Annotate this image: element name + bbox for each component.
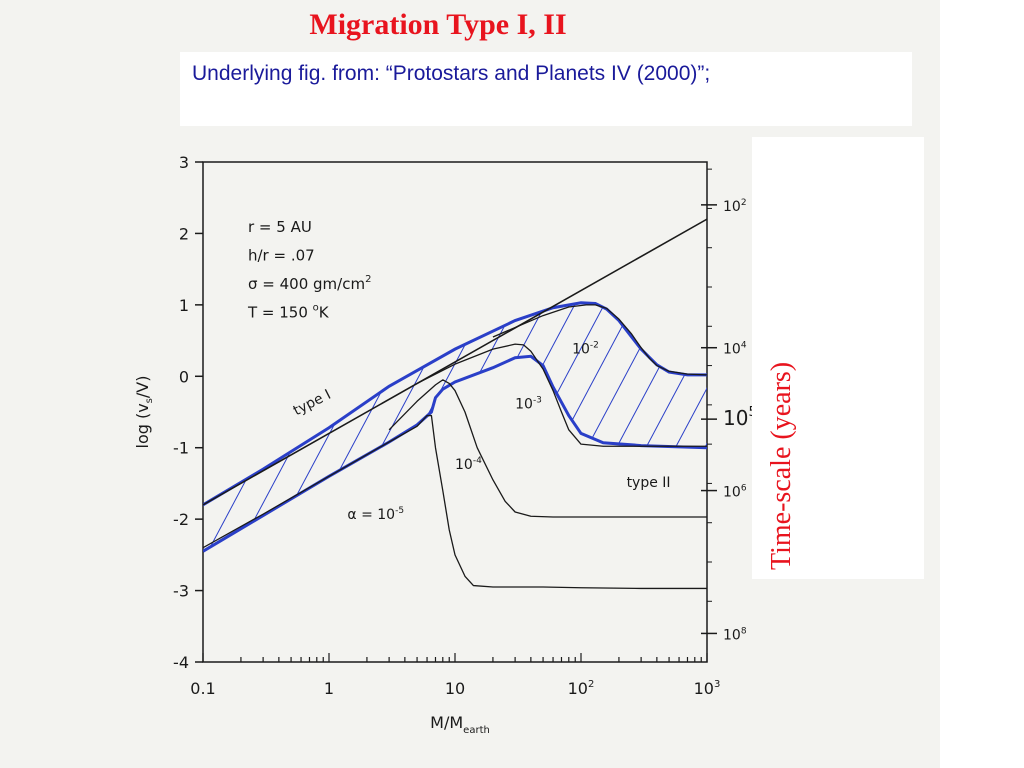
right-tick-label: 102: [723, 198, 747, 215]
annotation-4: 10-3: [515, 395, 542, 412]
annotation-1: type II: [627, 475, 671, 491]
timescale-label: Time-scale (years): [766, 361, 797, 570]
x-axis-label: M/Mearth: [430, 713, 490, 736]
y-tick-label: -1: [173, 439, 189, 458]
y-tick-label: 3: [179, 153, 189, 172]
x-tick-label: 0.1: [190, 679, 215, 698]
series-line-1: [203, 414, 707, 590]
series-line-0: [203, 218, 707, 506]
right-tick-label: 104: [723, 341, 747, 358]
y-tick-label: 1: [179, 296, 189, 315]
annotation-3: 10-4: [455, 456, 482, 473]
slide-title: Migration Type I, II: [309, 8, 567, 41]
x-tick-label: 1: [324, 679, 334, 698]
parameter-0: r = 5 AU: [248, 218, 312, 236]
series-line-3: [416, 343, 707, 447]
y-tick-label: -3: [173, 582, 189, 601]
subtitle: Underlying fig. from: “Protostars and Pl…: [192, 62, 711, 85]
parameter-1: h/r = .07: [248, 247, 315, 265]
hatched-fill: [203, 302, 707, 552]
y-axis-label: log (vs/V): [133, 376, 155, 449]
blue-hatched-region: [203, 301, 707, 553]
timescale-box: [752, 137, 924, 579]
alpha-curves: [203, 218, 707, 590]
annotation-2: α = 10-5: [347, 506, 404, 523]
y-tick-label: 0: [179, 367, 189, 386]
series-line-4: [492, 304, 707, 376]
x-tick-label: 10: [445, 679, 465, 698]
subtitle-box: Underlying fig. from: “Protostars and Pl…: [180, 52, 912, 126]
series-line-2: [388, 379, 707, 518]
x-tick-label: 103: [694, 679, 721, 698]
axis-ticks: [195, 161, 717, 663]
y-tick-label: -2: [173, 510, 189, 529]
y-tick-label: -4: [173, 653, 189, 672]
y-tick-label: 2: [179, 224, 189, 243]
parameter-3: T = 150 oK: [247, 303, 330, 322]
right-tick-label: 108: [723, 626, 747, 643]
parameter-2: σ = 400 gm/cm2: [248, 274, 371, 293]
axis-labels: 3210-1-2-3-40.1110102103102104105106108M…: [133, 153, 757, 736]
annotation-0: type I: [291, 387, 334, 419]
x-tick-label: 102: [568, 679, 595, 698]
parameter-list: r = 5 AU h/r = .07 σ = 400 gm/cm2 T = 150 o…: [247, 218, 371, 322]
right-tick-label: 106: [723, 484, 747, 501]
